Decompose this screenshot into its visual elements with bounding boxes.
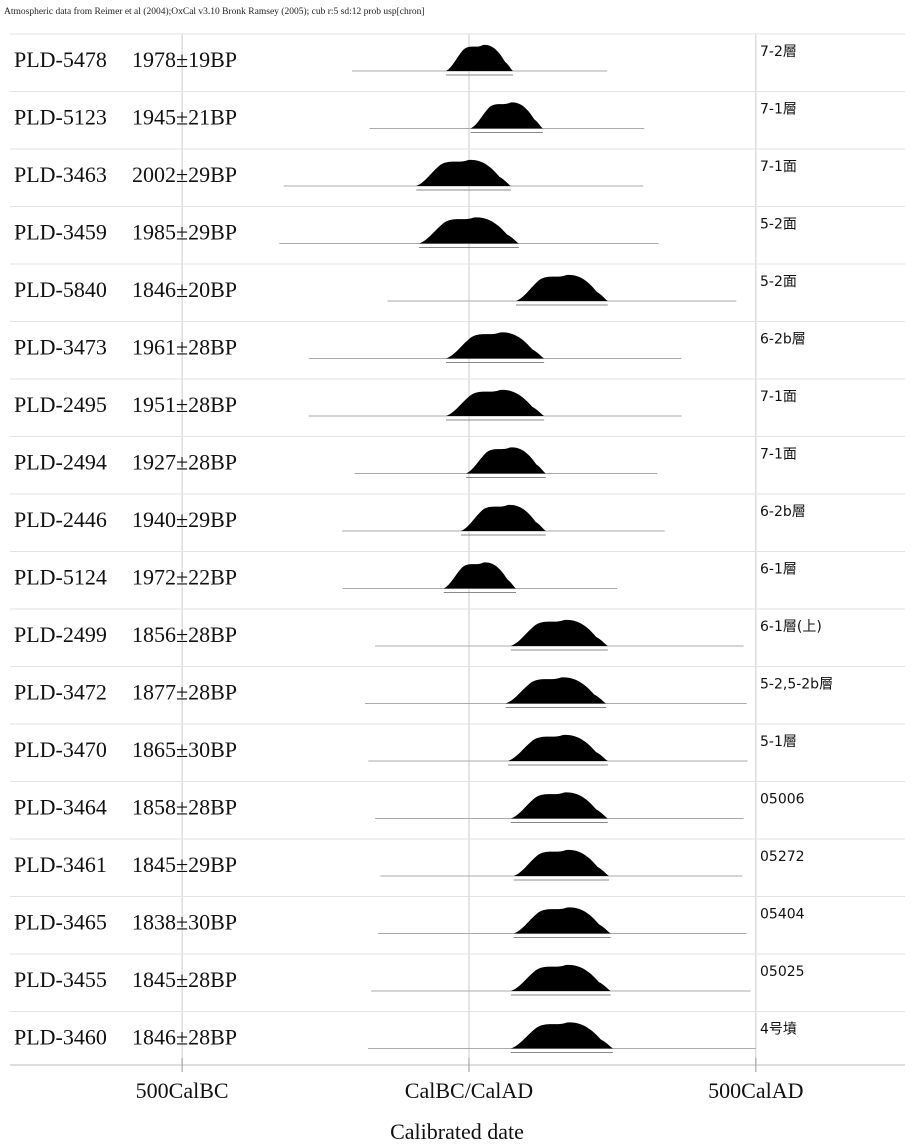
probability-distribution <box>510 1022 613 1049</box>
lab-code: PLD-3470 <box>14 737 107 762</box>
layer: 6-1層 <box>760 562 797 578</box>
lab-code: PLD-3460 <box>14 1025 107 1050</box>
bp-age: 1845±29BP <box>132 852 237 877</box>
probability-distribution <box>416 159 511 186</box>
probability-distribution <box>443 562 517 589</box>
x-axis-label: Calibrated date <box>390 1119 524 1144</box>
bp-age: 2002±29BP <box>132 162 237 187</box>
bp-age: 1877±28BP <box>132 680 237 705</box>
layer: 7-1面 <box>760 159 797 175</box>
bp-age: 1940±29BP <box>132 507 237 532</box>
layer: 6-1層(上) <box>760 619 822 635</box>
layer: 7-1面 <box>760 389 797 405</box>
probability-distribution <box>513 849 609 876</box>
layer: 5-2,5-2b層 <box>760 677 833 693</box>
x-tick-label: 500CalAD <box>708 1078 803 1103</box>
lab-code: PLD-3473 <box>14 335 107 360</box>
lab-code: PLD-5124 <box>14 565 107 590</box>
bp-age: 1978±19BP <box>132 47 237 72</box>
lab-code: PLD-2494 <box>14 450 107 475</box>
layer: 4号墳 <box>760 1022 797 1038</box>
layer: 05404 <box>760 907 805 923</box>
probability-distribution <box>510 619 608 646</box>
lab-code: PLD-3455 <box>14 967 107 992</box>
layer: 7-1層 <box>760 102 797 118</box>
layer: 5-2面 <box>760 217 797 233</box>
bp-age: 1845±28BP <box>132 967 237 992</box>
lab-code: PLD-3459 <box>14 220 107 245</box>
layer: 7-1面 <box>760 447 797 463</box>
probability-distribution <box>446 44 514 71</box>
probability-distribution <box>470 102 543 129</box>
lab-code: PLD-5840 <box>14 277 107 302</box>
layer: 05272 <box>760 849 805 865</box>
probability-distribution <box>510 964 611 991</box>
layer: 05025 <box>760 964 805 980</box>
bp-age: 1945±21BP <box>132 105 237 130</box>
lab-code: PLD-2499 <box>14 622 107 647</box>
probability-distribution <box>505 677 607 704</box>
lab-code: PLD-3465 <box>14 910 107 935</box>
lab-code: PLD-5123 <box>14 105 107 130</box>
bp-age: 1951±28BP <box>132 392 237 417</box>
lab-code: PLD-5478 <box>14 47 107 72</box>
bp-age: 1838±30BP <box>132 910 237 935</box>
lab-code: PLD-2446 <box>14 507 107 532</box>
bp-age: 1846±20BP <box>132 277 237 302</box>
probability-distribution <box>510 792 608 819</box>
bp-age: 1846±28BP <box>132 1025 237 1050</box>
probability-distribution <box>466 447 546 474</box>
probability-distribution <box>507 734 608 761</box>
layer: 7-2層 <box>760 44 797 60</box>
probability-distribution <box>419 217 519 244</box>
lab-code: PLD-2495 <box>14 392 107 417</box>
bp-age: 1858±28BP <box>132 795 237 820</box>
probability-distribution <box>513 907 611 934</box>
lab-code: PLD-3461 <box>14 852 107 877</box>
lab-code: PLD-3463 <box>14 162 107 187</box>
chart-title: Atmospheric data from Reimer et al (2004… <box>4 6 425 17</box>
bp-age: 1865±30BP <box>132 737 237 762</box>
layer: 5-2面 <box>760 274 797 290</box>
x-tick-label: CalBC/CalAD <box>405 1078 533 1103</box>
probability-distribution <box>446 332 545 359</box>
lab-code: PLD-3472 <box>14 680 107 705</box>
lab-code: PLD-3464 <box>14 795 107 820</box>
layer: 05006 <box>760 792 805 808</box>
layer: 6-2b層 <box>760 504 806 520</box>
layer: 5-1層 <box>760 734 797 750</box>
bp-age: 1961±28BP <box>132 335 237 360</box>
x-tick-label: 500CalBC <box>136 1078 229 1103</box>
probability-distribution <box>516 274 608 301</box>
bp-age: 1856±28BP <box>132 622 237 647</box>
probability-distribution <box>446 389 545 416</box>
bp-age: 1972±22BP <box>132 565 237 590</box>
layer: 6-2b層 <box>760 332 806 348</box>
bp-age: 1985±29BP <box>132 220 237 245</box>
probability-distribution <box>460 504 546 531</box>
bp-age: 1927±28BP <box>132 450 237 475</box>
